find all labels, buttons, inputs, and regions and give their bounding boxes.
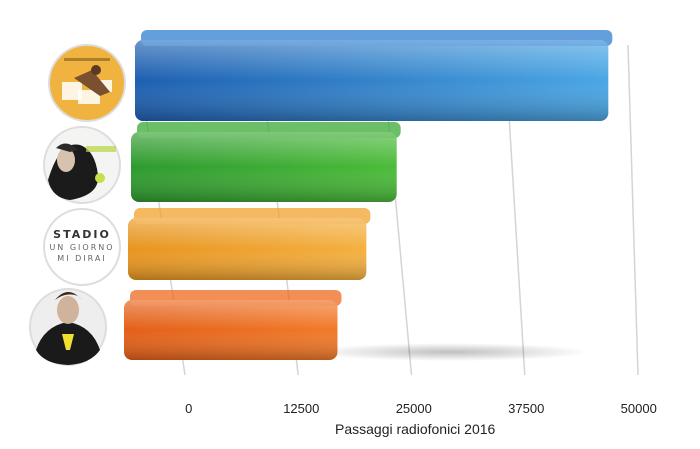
gridline-4 — [627, 44, 639, 376]
cover-3: STADIO UN GIORNO MI DIRAI — [43, 208, 121, 286]
x-tick-label-2: 25000 — [395, 401, 432, 416]
bar-3 — [128, 208, 371, 280]
cover-1 — [48, 44, 126, 122]
bar-2 — [131, 122, 401, 202]
x-tick-label-0: 0 — [185, 401, 193, 416]
svg-text:UN GIORNO: UN GIORNO — [49, 243, 114, 252]
bars — [124, 30, 613, 360]
cover-4 — [29, 288, 107, 366]
bar-shadow — [310, 343, 590, 361]
bar-4 — [124, 290, 342, 360]
x-tick-label-1: 12500 — [283, 401, 320, 416]
x-axis-label: Passaggi radiofonici 2016 — [335, 421, 496, 437]
x-tick-label-3: 37500 — [508, 401, 545, 416]
svg-text:STADIO: STADIO — [53, 228, 111, 241]
svg-text:MI DIRAI: MI DIRAI — [57, 254, 106, 263]
bar-1 — [135, 30, 613, 121]
x-tick-label-4: 50000 — [620, 401, 657, 416]
cover-2 — [43, 126, 121, 204]
